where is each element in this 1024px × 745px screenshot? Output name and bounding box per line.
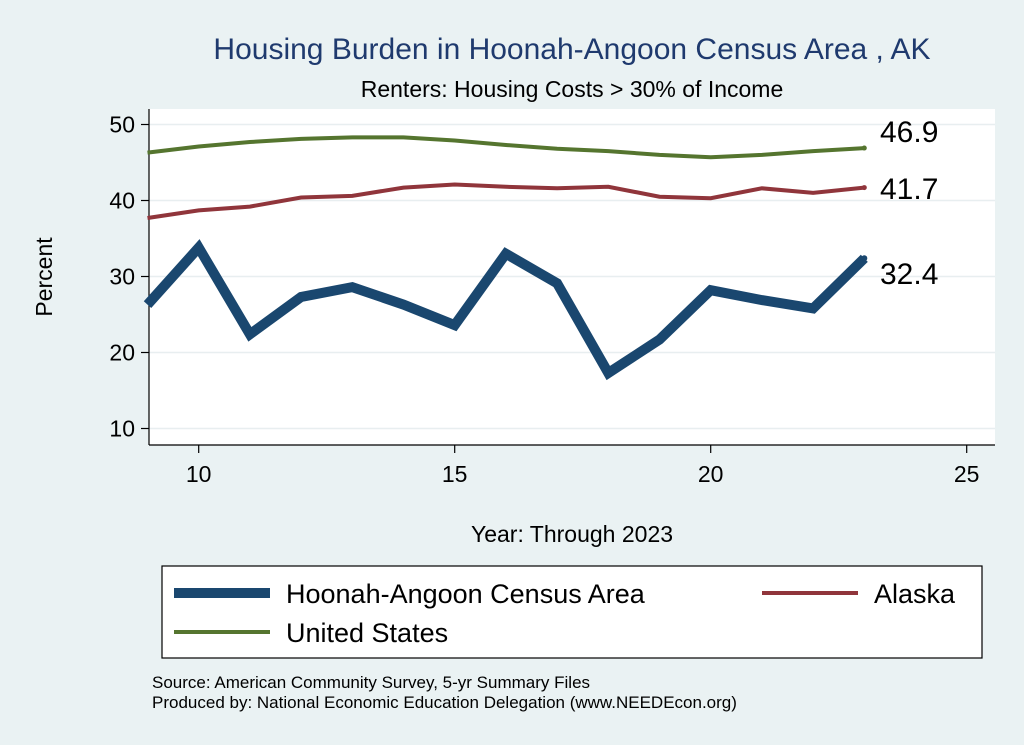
y-axis-ticks: 10 20 30 40 50 (109, 112, 149, 442)
y-tick-label-40: 40 (109, 188, 135, 214)
x-axis-title: Year: Through 2023 (471, 521, 673, 547)
end-label-hoonah-angoon-census-area: 32.4 (880, 258, 938, 291)
producer-note: Produced by: National Economic Education… (152, 693, 737, 712)
legend-label-alaska: Alaska (874, 579, 956, 609)
series-end-marker-alaska (861, 185, 867, 191)
legend-box (161, 565, 983, 659)
x-axis-ticks: 10 15 20 25 (186, 445, 980, 487)
x-tick-label-10: 10 (186, 461, 212, 487)
end-label-alaska: 41.7 (880, 173, 938, 206)
y-tick-label-20: 20 (109, 340, 135, 366)
legend-label-united-states: United States (286, 618, 448, 648)
end-labels: 32.4 41.7 46.9 (880, 116, 938, 291)
series-line-alaska (147, 182, 865, 220)
end-label-united-states: 46.9 (880, 116, 938, 149)
y-tick-label-30: 30 (109, 264, 135, 290)
x-tick-label-15: 15 (442, 461, 468, 487)
series-line-united-states (147, 135, 865, 160)
legend-label-hoonah-angoon: Hoonah-Angoon Census Area (286, 579, 646, 609)
series-end-marker-hoonah-angoon-census-area (861, 255, 868, 262)
x-tick-label-25: 25 (954, 461, 980, 487)
y-tick-label-50: 50 (109, 112, 135, 138)
x-tick-label-20: 20 (698, 461, 724, 487)
chart-subtitle: Renters: Housing Costs > 30% of Income (361, 76, 784, 102)
y-tick-label-10: 10 (109, 416, 135, 442)
series-lines (143, 135, 868, 381)
series-end-marker-united-states (861, 145, 867, 151)
y-axis-title: Percent (31, 237, 57, 317)
chart-title: Housing Burden in Hoonah-Angoon Census A… (213, 33, 930, 66)
source-note: Source: American Community Survey, 5-yr … (152, 673, 590, 692)
series-line-hoonah-angoon-census-area (143, 239, 868, 381)
